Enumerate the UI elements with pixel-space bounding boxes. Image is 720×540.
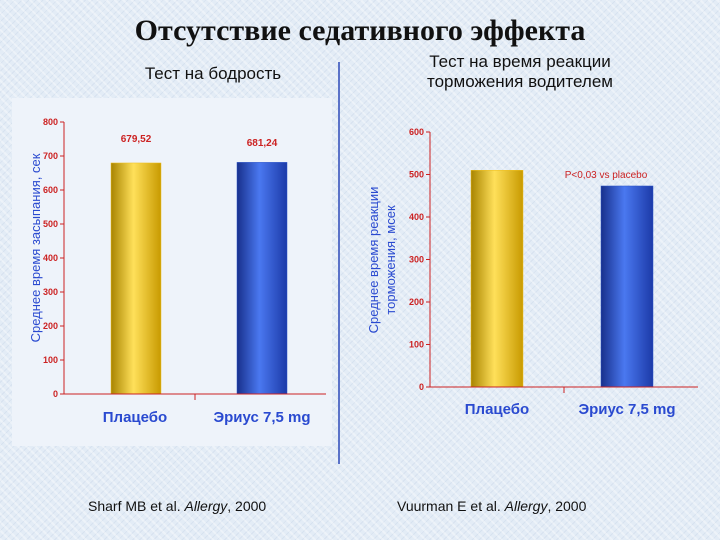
right-citation: Vuurman E et al. Allergy, 2000	[397, 498, 586, 514]
left-data-label-erius: 681,24	[247, 138, 278, 149]
right-citation-author: Vuurman E et al.	[397, 498, 505, 514]
right-chart-subtitle: Тест на время реакции торможения водител…	[392, 52, 648, 92]
right-category-erius: Эриус 7,5 mg	[578, 401, 675, 418]
left-y-tick-label: 500	[43, 219, 58, 229]
left-y-tick-label: 600	[43, 185, 58, 195]
left-y-tick-label: 100	[43, 355, 58, 365]
left-y-axis-label: Среднее время засыпания, сек	[28, 153, 43, 342]
left-bar-erius	[236, 162, 288, 395]
left-data-label-placebo: 679,52	[121, 134, 152, 145]
left-y-tick-label: 400	[43, 253, 58, 263]
left-chart-subtitle: Тест на бодрость	[144, 64, 282, 83]
left-bar-placebo	[110, 162, 162, 395]
right-y-tick-label: 100	[409, 340, 424, 350]
left-citation: Sharf MB et al. Allergy, 2000	[88, 498, 266, 514]
left-category-placebo: Плацебо	[103, 409, 167, 426]
left-citation-author: Sharf MB et al.	[88, 498, 185, 514]
right-y-axis-label-line1: Среднее время реакции	[366, 187, 381, 334]
left-citation-journal: Allergy	[184, 498, 228, 514]
right-subtitle-line2: торможения водителем	[427, 72, 613, 91]
right-category-placebo: Плацебо	[465, 401, 529, 418]
right-subtitle-line1: Тест на время реакции	[429, 52, 611, 71]
left-y-tick-label: 700	[43, 151, 58, 161]
left-y-tick-label: 300	[43, 287, 58, 297]
right-y-axis-label-line2: торможения, мсек	[383, 205, 398, 315]
slide-title: Отсутствие седативного эффекта	[134, 14, 586, 47]
right-significance-annotation: P<0,03 vs placebo	[565, 170, 648, 181]
right-y-tick-label: 200	[409, 297, 424, 307]
right-y-tick-label: 400	[409, 212, 424, 222]
right-citation-year: , 2000	[547, 498, 587, 514]
left-category-erius: Эриус 7,5 mg	[213, 409, 310, 426]
left-y-tick-label: 0	[53, 389, 58, 399]
left-citation-year: , 2000	[227, 498, 267, 514]
right-y-tick-label: 300	[409, 255, 424, 265]
vertical-divider	[338, 62, 340, 464]
right-y-tick-label: 500	[409, 170, 424, 180]
right-bar-placebo	[470, 170, 524, 388]
left-y-tick-label: 200	[43, 321, 58, 331]
right-y-tick-label: 0	[419, 382, 424, 392]
right-citation-journal: Allergy	[504, 498, 548, 514]
right-y-tick-label: 600	[409, 127, 424, 137]
right-bar-erius	[600, 185, 654, 388]
left-y-tick-label: 800	[43, 117, 58, 127]
